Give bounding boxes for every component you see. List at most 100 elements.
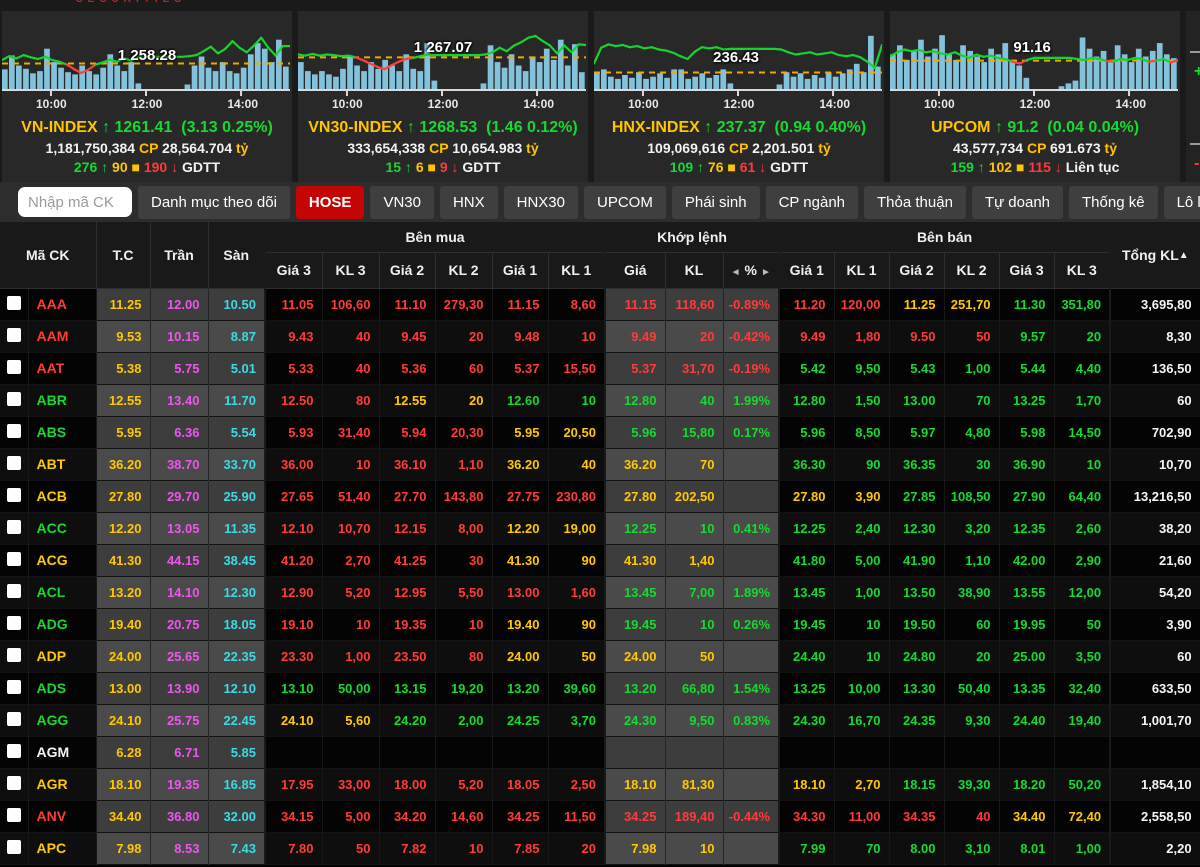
- ticker-row-ABS[interactable]: ABS 5.95 6.36 5.54 5.93 31,40 5.94 20,30 5.95 20,…: [0, 416, 1200, 449]
- col-header-buy-0[interactable]: Giá 3: [264, 252, 323, 289]
- row-checkbox[interactable]: [6, 487, 21, 502]
- search-input[interactable]: [18, 187, 132, 217]
- ticker-code[interactable]: AGG: [28, 704, 97, 737]
- ticker-row-AAT[interactable]: AAT 5.38 5.75 5.01 5.33 40 5.36 60 5.37 15,50 5.37…: [0, 352, 1200, 385]
- row-checkbox-cell: [0, 480, 29, 513]
- match-price: 24.30: [604, 704, 666, 737]
- col-header-buy-4[interactable]: Giá 1: [492, 252, 549, 289]
- col-header-buy-3[interactable]: KL 2: [435, 252, 493, 289]
- tab-hnx[interactable]: HNX: [439, 185, 498, 219]
- row-checkbox[interactable]: [6, 295, 21, 310]
- index-panel-vn-index[interactable]: 1 258.28 10:00 12:00 14:00 VN-INDEX ↑ 12…: [0, 11, 292, 182]
- ticker-code[interactable]: AAA: [28, 288, 97, 321]
- row-checkbox[interactable]: [6, 743, 21, 758]
- row-checkbox[interactable]: [6, 583, 21, 598]
- index-panel-upcom[interactable]: 91.16 10:00 12:00 14:00 UPCOM ↑ 91.2 (0.…: [888, 11, 1180, 182]
- tab-thống-kê[interactable]: Thống kê: [1069, 185, 1158, 219]
- ticker-row-ANV[interactable]: ANV 34.40 36.80 32.00 34.15 5,00 34.20 14,60 34.…: [0, 800, 1200, 833]
- row-checkbox[interactable]: [6, 711, 21, 726]
- index-panel-vn30-index[interactable]: 1 267.07 10:00 12:00 14:00 VN30-INDEX ↑ …: [296, 11, 588, 182]
- tab-lô-lẻ[interactable]: Lô lẻ: [1163, 185, 1200, 219]
- tab-hose[interactable]: HOSE: [295, 185, 365, 219]
- ticker-code[interactable]: ABR: [28, 384, 97, 417]
- ticker-row-ADP[interactable]: ADP 24.00 25.65 22.35 23.30 1,00 23.50 80 24.00 5…: [0, 640, 1200, 673]
- col-header-buy-1[interactable]: KL 3: [322, 252, 380, 289]
- tab-vn30[interactable]: VN30: [370, 185, 434, 219]
- row-checkbox[interactable]: [6, 775, 21, 790]
- col-header-tc[interactable]: T.C: [96, 222, 151, 289]
- col-header-sell-0[interactable]: Giá 1: [778, 252, 835, 289]
- row-checkbox[interactable]: [6, 455, 21, 470]
- row-checkbox[interactable]: [6, 615, 21, 630]
- col-header-sell-2[interactable]: Giá 2: [889, 252, 945, 289]
- col-header-match-pct[interactable]: ◄% ►: [723, 252, 780, 289]
- tab-hnx30[interactable]: HNX30: [503, 185, 578, 219]
- row-checkbox[interactable]: [6, 423, 21, 438]
- ticker-code[interactable]: AAM: [28, 320, 97, 353]
- ticker-row-ABT[interactable]: ABT 36.20 38.70 33.70 36.00 10 36.10 1,10 36.20 4…: [0, 448, 1200, 481]
- index-breadth: 15 ↑ 6 ■ 9 ↓ GDTT: [385, 159, 501, 175]
- row-checkbox[interactable]: [6, 839, 21, 854]
- match-volume: 10: [665, 608, 724, 641]
- row-checkbox[interactable]: [6, 519, 21, 534]
- ticker-code[interactable]: ABS: [28, 416, 97, 449]
- ticker-code[interactable]: ACL: [28, 576, 97, 609]
- ticker-row-ACG[interactable]: ACG 41.30 44.15 38.45 41.20 2,70 41.25 30 41.30 9…: [0, 544, 1200, 577]
- ticker-code[interactable]: ANV: [28, 800, 97, 833]
- tab-cp-ngành[interactable]: CP ngành: [765, 185, 859, 219]
- row-checkbox[interactable]: [6, 807, 21, 822]
- ticker-code[interactable]: APC: [28, 832, 97, 865]
- col-header-floor[interactable]: Sàn: [208, 222, 266, 289]
- ticker-row-ADG[interactable]: ADG 19.40 20.75 18.05 19.10 10 19.35 10 19.40 90 1…: [0, 608, 1200, 641]
- row-checkbox[interactable]: [6, 679, 21, 694]
- sell-volume: 1,70: [1054, 384, 1111, 417]
- tab-danh-mục-theo-dõi[interactable]: Danh mục theo dõi: [138, 185, 290, 219]
- col-header-buy-5[interactable]: KL 1: [548, 252, 606, 289]
- col-header-code[interactable]: Mã CK: [0, 222, 97, 289]
- col-header-match-0[interactable]: Giá: [604, 252, 666, 289]
- sell-volume: 70: [944, 384, 1000, 417]
- ticker-code[interactable]: ABT: [28, 448, 97, 481]
- ticker-row-ACL[interactable]: ACL 13.20 14.10 12.30 12.90 5,20 12.95 5,50 13.0…: [0, 576, 1200, 609]
- ticker-row-ADS[interactable]: ADS 13.00 13.90 12.10 13.10 50,00 13.15 19,20 13…: [0, 672, 1200, 705]
- ticker-row-AGM[interactable]: AGM 6.28 6.71 5.85: [0, 736, 1200, 769]
- ticker-code[interactable]: ADG: [28, 608, 97, 641]
- col-header-sell-4[interactable]: Giá 3: [999, 252, 1055, 289]
- row-checkbox[interactable]: [6, 647, 21, 662]
- ticker-code[interactable]: ADP: [28, 640, 97, 673]
- ticker-code[interactable]: ACG: [28, 544, 97, 577]
- ticker-row-ACC[interactable]: ACC 12.20 13.05 11.35 12.10 10,70 12.15 8,00 12.…: [0, 512, 1200, 545]
- ticker-code[interactable]: ADS: [28, 672, 97, 705]
- row-checkbox[interactable]: [6, 391, 21, 406]
- col-header-total-volume[interactable]: Tổng KL▲: [1109, 222, 1200, 289]
- ticker-row-AAM[interactable]: AAM 9.53 10.15 8.87 9.43 40 9.45 20 9.48 10 9.49 20…: [0, 320, 1200, 353]
- ticker-row-AGG[interactable]: AGG 24.10 25.75 22.45 24.10 5,60 24.20 2,00 24.2…: [0, 704, 1200, 737]
- page-left-icon[interactable]: ◄: [730, 267, 741, 278]
- ticker-code[interactable]: ACB: [28, 480, 97, 513]
- sell-price: 18.15: [889, 768, 945, 801]
- ticker-row-ABR[interactable]: ABR 12.55 13.40 11.70 12.50 80 12.55 20 12.60 10 1…: [0, 384, 1200, 417]
- row-checkbox[interactable]: [6, 327, 21, 342]
- col-header-buy-2[interactable]: Giá 2: [379, 252, 436, 289]
- tab-tự-doanh[interactable]: Tự doanh: [971, 185, 1064, 219]
- ticker-code[interactable]: AGR: [28, 768, 97, 801]
- row-checkbox[interactable]: [6, 551, 21, 566]
- tab-phái-sinh[interactable]: Phái sinh: [671, 185, 760, 219]
- tab-thỏa-thuận[interactable]: Thỏa thuận: [864, 185, 966, 219]
- ticker-row-AAA[interactable]: AAA 11.25 12.00 10.50 11.05 106,60 11.10 279,30…: [0, 288, 1200, 321]
- col-header-sell-5[interactable]: KL 3: [1054, 252, 1111, 289]
- col-header-sell-1[interactable]: KL 1: [834, 252, 890, 289]
- col-header-match-1[interactable]: KL: [665, 252, 724, 289]
- ticker-code[interactable]: AAT: [28, 352, 97, 385]
- index-panel-hnx-index[interactable]: 236.43 10:00 12:00 14:00 HNX-INDEX ↑ 237…: [592, 11, 884, 182]
- ticker-row-AGR[interactable]: AGR 18.10 19.35 16.85 17.95 33,00 18.00 5,20 18.…: [0, 768, 1200, 801]
- row-checkbox[interactable]: [6, 359, 21, 374]
- col-header-ceiling[interactable]: Trần: [150, 222, 209, 289]
- ticker-code[interactable]: ACC: [28, 512, 97, 545]
- tab-upcom[interactable]: UPCOM: [584, 185, 666, 219]
- ticker-code[interactable]: AGM: [28, 736, 97, 769]
- ticker-row-ACB[interactable]: ACB 27.80 29.70 25.90 27.65 51,40 27.70 143,80 2…: [0, 480, 1200, 513]
- page-right-icon[interactable]: ►: [760, 267, 771, 278]
- col-header-sell-3[interactable]: KL 2: [944, 252, 1000, 289]
- ticker-row-APC[interactable]: APC 7.98 8.53 7.43 7.80 50 7.82 10 7.85 20 7.98 10 7…: [0, 832, 1200, 865]
